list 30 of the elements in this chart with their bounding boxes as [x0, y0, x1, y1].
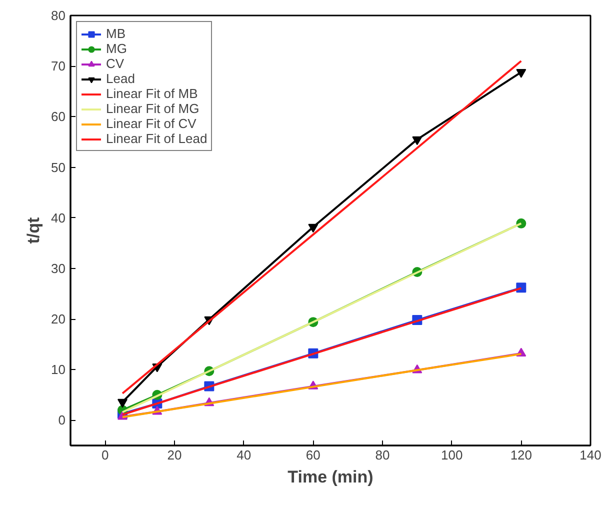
x-tick-label: 100 — [440, 448, 463, 462]
y-tick-label: 10 — [51, 362, 66, 378]
legend-label: Linear Fit of MG — [106, 101, 200, 116]
x-axis-title: Time (min) — [288, 468, 374, 486]
y-tick-label: 70 — [51, 58, 66, 74]
x-tick-label: 20 — [167, 448, 182, 462]
y-tick-label: 20 — [51, 312, 66, 327]
legend-label: Linear Fit of CV — [106, 116, 196, 131]
point — [308, 224, 318, 233]
y-tick-label: 40 — [51, 210, 66, 226]
x-tick-label: 140 — [580, 448, 602, 462]
legend-label: Linear Fit of MB — [106, 86, 198, 101]
legend-label: Linear Fit of Lead — [106, 131, 208, 146]
legend-label: Lead — [106, 71, 135, 86]
y-tick-label: 30 — [51, 260, 66, 276]
y-tick-label: 50 — [51, 160, 66, 175]
x-tick-label: 60 — [306, 448, 320, 462]
x-tick-label: 120 — [510, 448, 532, 462]
legend-label: MG — [106, 41, 127, 56]
y-tick-label: 60 — [51, 109, 66, 124]
y-tick-label: 80 — [51, 8, 66, 23]
y-axis-title: t/qt — [24, 216, 44, 244]
point — [412, 136, 422, 146]
x-tick-label: 0 — [102, 448, 109, 462]
legend-label: MB — [106, 26, 126, 41]
point — [516, 69, 526, 78]
y-tick-label: 0 — [58, 412, 66, 428]
legend-label: CV — [106, 56, 126, 71]
x-tick-label: 80 — [375, 448, 390, 462]
x-tick-label: 40 — [236, 448, 252, 462]
